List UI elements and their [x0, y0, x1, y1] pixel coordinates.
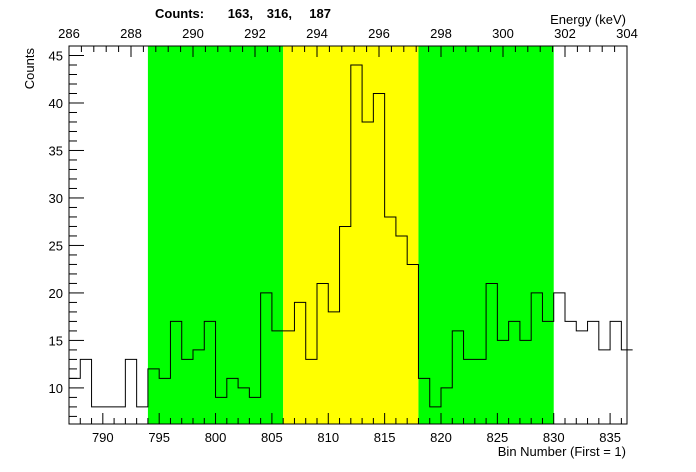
plot-frame: [68, 45, 628, 425]
y-tick-label: 15: [49, 333, 63, 348]
counts-left: 163,: [228, 6, 253, 21]
top-axis-title: Energy (keV): [550, 12, 626, 27]
top-tick-label: 302: [554, 26, 576, 41]
y-tick-label: 10: [49, 381, 63, 396]
bottom-axis-ticks: 790 795 800 805 810 815 820 825 830 835: [79, 413, 622, 445]
x-tick-label: 805: [261, 430, 283, 445]
y-tick-label: 35: [49, 143, 63, 158]
x-tick-label: 795: [148, 430, 170, 445]
top-tick-label: 298: [430, 26, 452, 41]
top-tick-label: 290: [182, 26, 204, 41]
histogram-series: [69, 64, 633, 408]
top-tick-label: 300: [492, 26, 514, 41]
counts-right: 187: [309, 6, 331, 21]
x-axis-title: Bin Number (First = 1): [498, 444, 626, 459]
top-tick-label: 294: [306, 26, 328, 41]
x-tick-label: 825: [487, 430, 509, 445]
y-axis-title: Counts: [22, 48, 37, 90]
y-tick-label: 45: [49, 48, 63, 63]
counts-label: Counts:: [155, 6, 204, 21]
top-tick-label: 296: [368, 26, 390, 41]
region-right-background: [418, 46, 554, 424]
top-tick-label: 288: [120, 26, 142, 41]
top-tick-label: 286: [58, 26, 80, 41]
histogram-line: [69, 64, 633, 408]
x-tick-label: 810: [317, 430, 339, 445]
top-tick-label: 292: [244, 26, 266, 41]
top-axis-ticks: 286 288 290 292 294 296 298 300 302 304: [58, 26, 638, 57]
x-tick-label: 790: [92, 430, 114, 445]
y-tick-label: 30: [49, 191, 63, 206]
x-tick-label: 830: [543, 430, 565, 445]
y-tick-label: 40: [49, 96, 63, 111]
x-tick-label: 800: [205, 430, 227, 445]
x-tick-label: 815: [374, 430, 396, 445]
x-tick-label: 835: [599, 430, 621, 445]
x-tick-label: 820: [430, 430, 452, 445]
top-tick-label: 304: [616, 26, 638, 41]
y-tick-label: 20: [49, 286, 63, 301]
counts-peak: 316,: [267, 6, 292, 21]
y-tick-label: 25: [49, 238, 63, 253]
left-axis-ticks: 10 15 20 25 30 35 40 45: [49, 48, 84, 417]
